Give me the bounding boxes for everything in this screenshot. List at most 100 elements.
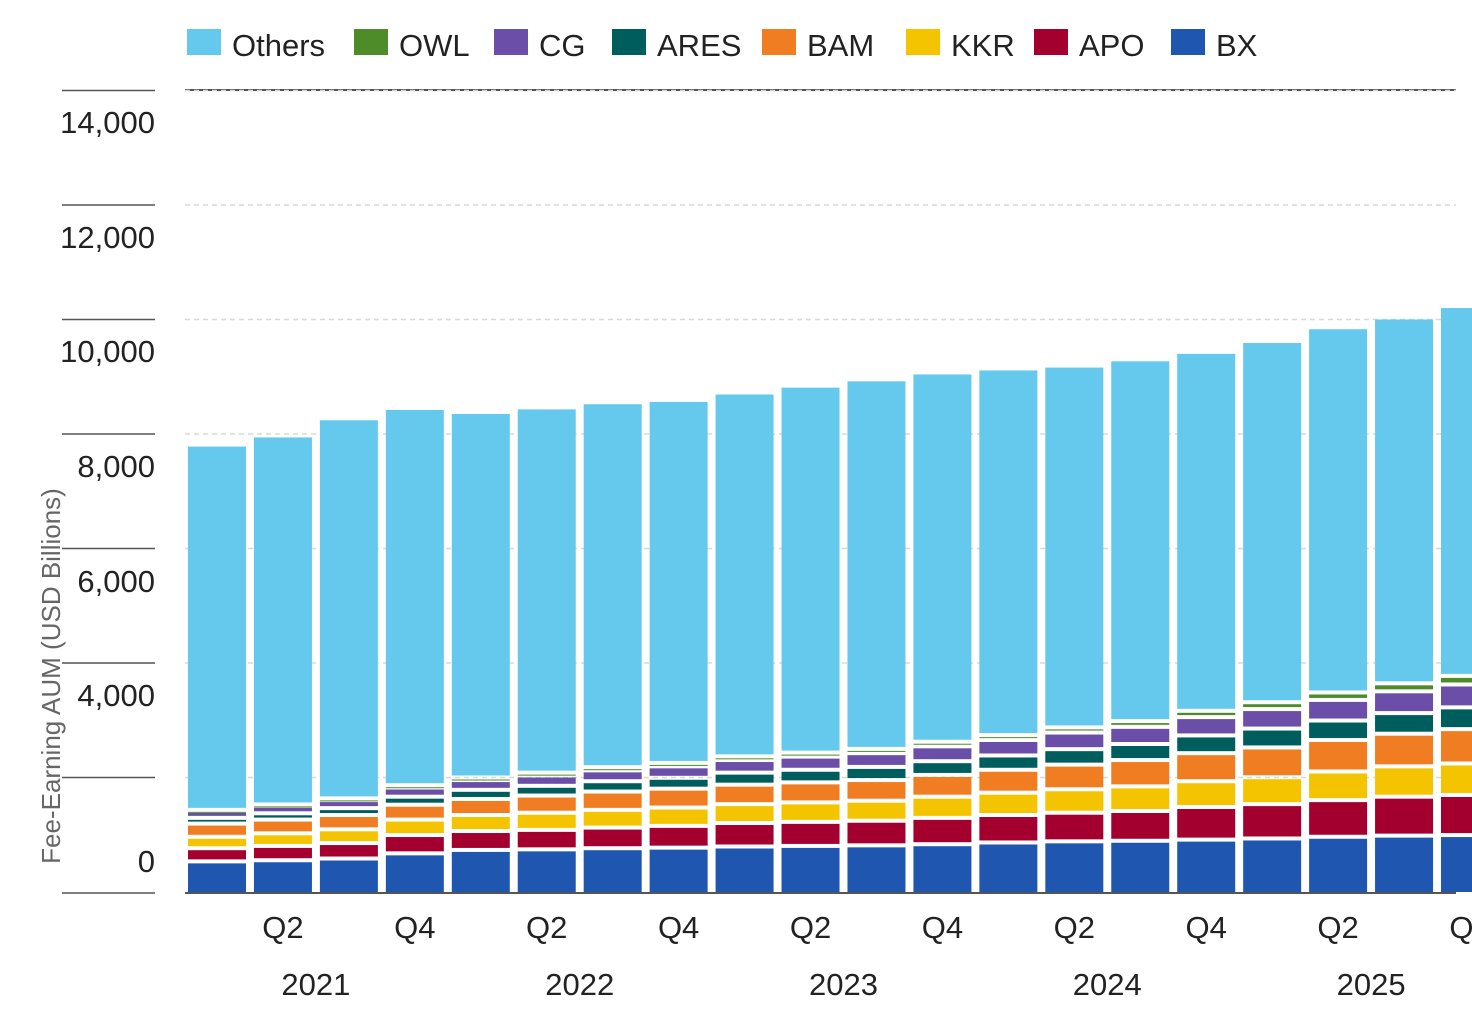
bar-segment-bx <box>583 850 642 892</box>
bar-segment-apo <box>1045 814 1104 840</box>
legend-swatch <box>612 29 646 55</box>
bar-segment-owl <box>1111 723 1170 725</box>
bar-segment-bam <box>1441 731 1472 762</box>
bar-segment-owl <box>385 787 444 789</box>
bar-segment-bam <box>253 821 312 832</box>
x-tick-label: Q4 <box>658 910 699 945</box>
bar-segment-bam <box>1243 749 1302 776</box>
bar-segment-owl <box>451 779 510 781</box>
legend-item-kkr: KKR <box>906 28 1015 63</box>
y-axis: 0 4,000 6,000 8,000 10,000 12,000 14,000 <box>60 89 155 879</box>
bar-segment-kkr <box>253 835 312 844</box>
bar-segment-bx <box>913 846 972 892</box>
x-tick-label: Q4 <box>922 910 963 945</box>
bar-segment-ares <box>1375 715 1434 732</box>
bar-segment-ares <box>1177 737 1236 752</box>
bar-segment-bam <box>319 817 378 828</box>
bar-segment-ares <box>847 768 906 779</box>
bar-segment-ares <box>979 757 1038 768</box>
bar-segment-bam <box>649 790 708 806</box>
bar-segment-others <box>913 374 972 740</box>
bar-segment-apo <box>979 817 1038 841</box>
bar-segment-kkr <box>1375 768 1434 795</box>
bar-segment-kkr <box>517 814 576 828</box>
legend-item-cg: CG <box>494 28 586 63</box>
bar-segment-apo <box>385 837 444 852</box>
bar-segment-cg <box>1111 728 1170 743</box>
x-tick-label: Q2 <box>790 910 831 945</box>
bar-segment-apo <box>1309 802 1368 835</box>
bar-segment-kkr <box>188 838 246 847</box>
bar-segment-apo <box>583 829 642 847</box>
bar-segment-others <box>1309 329 1368 691</box>
x-tick-label: Q2 <box>1054 910 1095 945</box>
bar-segment-kkr <box>913 798 972 816</box>
bar-segment-kkr <box>649 809 708 824</box>
x-year-label: 2025 <box>1337 967 1406 1002</box>
bar-segment-ares <box>1243 730 1302 746</box>
y-tick-label: 12,000 <box>60 220 155 255</box>
bar-segment-ares <box>451 791 510 797</box>
legend-swatch <box>354 29 388 55</box>
bar-segment-bx <box>979 844 1038 892</box>
bar-segment-apo <box>913 819 972 843</box>
legend-swatch <box>187 29 221 55</box>
bar-segment-owl <box>188 811 246 813</box>
bar-segment-bx <box>715 848 774 892</box>
bar-segment-kkr <box>1111 788 1170 809</box>
bar-segment-ares <box>1441 709 1472 728</box>
bar-segment-bam <box>913 776 972 795</box>
y-tick-label: 4,000 <box>77 678 155 713</box>
bar-segment-cg <box>1045 734 1104 748</box>
bar-segment-apo <box>1243 806 1302 837</box>
bar-segment-others <box>1111 361 1170 720</box>
bar-segment-bam <box>1045 766 1104 788</box>
bar-segment-bam <box>1177 755 1236 780</box>
bar-segment-bx <box>1045 843 1104 892</box>
x-year-label: 2022 <box>545 967 614 1002</box>
legend-label: KKR <box>951 28 1015 63</box>
legend-item-others: Others <box>187 28 325 63</box>
bar-segment-others <box>1243 342 1302 701</box>
bar-segment-cg <box>1243 711 1302 727</box>
bar-segment-bam <box>1375 735 1434 765</box>
bar-segment-apo <box>1441 796 1472 834</box>
legend-label: CG <box>539 28 586 63</box>
bar-segment-cg <box>979 742 1038 754</box>
bar-segment-ares <box>253 815 312 818</box>
x-axis: Q2 Q4 Q2 Q4 Q2 Q4 Q2 Q4 Q2 Q4 2021 2022 2023 2024 2025 <box>62 892 1472 1002</box>
bar-segment-kkr <box>979 794 1038 814</box>
y-tick-label: 8,000 <box>77 449 155 484</box>
bar-segment-bam <box>385 806 444 818</box>
bar-segment-cg <box>1375 693 1434 712</box>
bar-segment-others <box>1045 367 1104 726</box>
bar-segment-apo <box>1111 812 1170 839</box>
bar-segment-bx <box>1243 840 1302 892</box>
bar-segment-ares <box>1045 751 1104 763</box>
bar-segment-owl <box>649 764 708 766</box>
bar-segment-owl <box>1441 677 1472 683</box>
bar-segment-kkr <box>451 817 510 830</box>
bar-segment-apo <box>1177 808 1236 838</box>
bar-segment-cg <box>781 758 840 768</box>
y-axis-label: Fee-Earning AUM (USD Billions) <box>36 488 66 864</box>
bar-segment-ares <box>583 783 642 790</box>
bar-segment-kkr <box>781 804 840 820</box>
legend-swatch <box>1034 29 1068 55</box>
bar-segment-ares <box>715 774 774 783</box>
bar-segment-bx <box>1111 842 1170 892</box>
bar-segment-apo <box>188 850 246 860</box>
bar-segment-owl <box>1177 712 1236 716</box>
bar-segment-apo <box>451 833 510 848</box>
bar-segment-kkr <box>1177 783 1236 805</box>
bar-segment-owl <box>517 774 576 776</box>
bar-segment-others <box>781 387 840 751</box>
bar-segment-ares <box>319 810 378 814</box>
bar-segment-cg <box>1177 719 1236 734</box>
bar-segment-others <box>649 401 708 761</box>
bar-segment-kkr <box>385 821 444 834</box>
bar-segment-owl <box>979 737 1038 739</box>
bar-segment-cg <box>319 802 378 807</box>
